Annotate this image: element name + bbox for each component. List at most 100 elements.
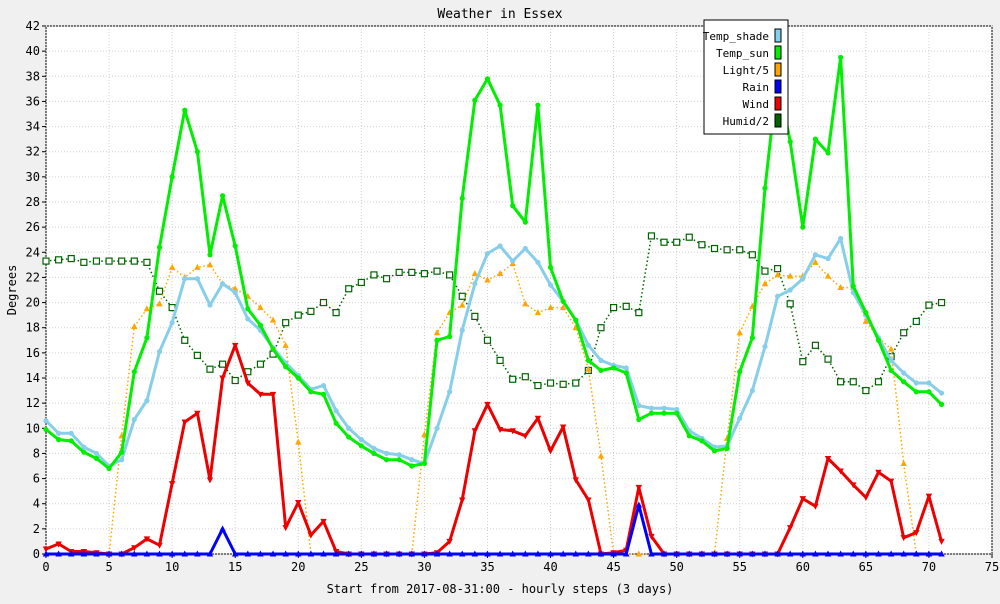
- y-tick-label: 24: [26, 245, 40, 259]
- data-point-wind: [471, 428, 479, 435]
- data-point-humid-2: [357, 278, 365, 287]
- y-tick-label: 38: [26, 69, 40, 83]
- data-point-humid-2: [635, 309, 643, 317]
- data-point-temp-shade: [926, 380, 932, 386]
- data-point-humid-2: [332, 309, 340, 317]
- data-point-rain: [459, 550, 466, 557]
- data-point-temp-sun: [270, 346, 276, 352]
- y-tick-label: 40: [26, 44, 40, 58]
- data-point-humid-2: [748, 251, 756, 259]
- series-line-rain: [46, 503, 942, 556]
- data-point-light-5: [131, 322, 138, 329]
- data-point-wind: [282, 525, 289, 532]
- series-temp-sun: [43, 54, 945, 472]
- data-point-temp-shade: [43, 418, 49, 424]
- data-point-rain: [547, 550, 554, 557]
- data-point-light-5: [900, 459, 907, 466]
- data-point-wind: [459, 497, 466, 504]
- data-point-wind: [269, 391, 277, 398]
- data-point-temp-sun: [611, 365, 617, 371]
- data-point-wind: [837, 468, 844, 475]
- data-point-temp-sun: [850, 283, 856, 289]
- data-point-temp-shade: [825, 255, 831, 262]
- data-point-humid-2: [420, 270, 428, 278]
- data-point-light-5: [597, 452, 605, 459]
- data-point-humid-2: [130, 257, 138, 265]
- series-temp-shade: [43, 235, 945, 469]
- data-point-temp-sun: [434, 337, 440, 343]
- data-point-rain: [421, 550, 428, 557]
- data-point-temp-shade: [396, 452, 402, 458]
- data-point-temp-shade: [169, 320, 175, 326]
- data-point-temp-shade: [434, 425, 440, 431]
- x-tick-label: 35: [480, 560, 494, 574]
- series-layer: [42, 54, 946, 558]
- x-tick-label: 15: [228, 560, 242, 574]
- data-point-humid-2: [811, 341, 820, 349]
- data-point-humid-2: [42, 257, 50, 265]
- data-point-rain: [55, 550, 62, 557]
- data-point-rain: [938, 550, 945, 557]
- data-point-humid-2: [193, 351, 201, 359]
- data-point-light-5: [471, 270, 479, 277]
- series-wind: [42, 342, 945, 558]
- data-point-rain: [446, 550, 453, 557]
- data-point-wind: [824, 455, 832, 462]
- data-point-rain: [395, 550, 403, 557]
- data-point-temp-shade: [636, 403, 642, 409]
- data-point-rain: [131, 550, 138, 557]
- data-point-temp-sun: [686, 433, 692, 439]
- data-point-rain: [206, 550, 214, 557]
- data-point-wind: [559, 424, 567, 431]
- data-point-humid-2: [761, 267, 769, 275]
- x-tick-label: 55: [733, 560, 747, 574]
- data-point-temp-shade: [674, 406, 680, 413]
- data-point-light-5: [736, 329, 743, 336]
- data-point-humid-2: [370, 271, 378, 279]
- x-tick-label: 70: [922, 560, 936, 574]
- data-point-temp-shade: [194, 276, 200, 282]
- data-point-rain: [181, 550, 188, 557]
- data-point-temp-sun: [459, 195, 465, 201]
- data-point-temp-shade: [838, 235, 844, 242]
- data-point-wind: [875, 469, 882, 476]
- data-point-humid-2: [799, 358, 807, 366]
- data-point-light-5: [496, 270, 504, 277]
- data-point-temp-shade: [207, 302, 213, 308]
- data-point-humid-2: [660, 238, 668, 246]
- x-tick-label: 45: [606, 560, 620, 574]
- y-tick-label: 2: [33, 522, 40, 536]
- data-point-temp-sun: [749, 335, 755, 341]
- data-point-light-5: [837, 283, 844, 290]
- data-point-temp-shade: [459, 327, 465, 333]
- data-point-temp-shade: [219, 281, 226, 287]
- x-tick-label: 5: [105, 560, 112, 574]
- legend-label: Temp_sun: [716, 47, 769, 60]
- data-point-light-5: [887, 345, 895, 352]
- data-point-rain: [370, 550, 378, 557]
- data-point-rain: [320, 550, 327, 557]
- data-point-temp-shade: [585, 342, 591, 348]
- data-point-rain: [812, 550, 819, 557]
- data-point-temp-sun: [169, 174, 175, 180]
- data-point-temp-shade: [535, 259, 541, 265]
- y-tick-label: 8: [33, 446, 40, 460]
- data-point-wind: [257, 391, 264, 398]
- data-point-temp-sun: [93, 455, 100, 462]
- data-point-temp-shade: [762, 343, 768, 350]
- data-point-light-5: [761, 280, 769, 287]
- data-point-temp-shade: [800, 276, 806, 282]
- data-point-temp-sun: [737, 369, 743, 375]
- data-point-humid-2: [105, 257, 113, 265]
- data-point-rain: [257, 550, 264, 557]
- data-point-temp-sun: [308, 389, 314, 395]
- data-point-humid-2: [408, 268, 416, 276]
- data-point-temp-shade: [547, 282, 554, 288]
- data-point-humid-2: [319, 298, 328, 307]
- data-point-rain: [232, 550, 239, 557]
- data-point-temp-shade: [787, 287, 793, 293]
- data-point-rain: [471, 550, 479, 557]
- data-point-humid-2: [786, 300, 794, 308]
